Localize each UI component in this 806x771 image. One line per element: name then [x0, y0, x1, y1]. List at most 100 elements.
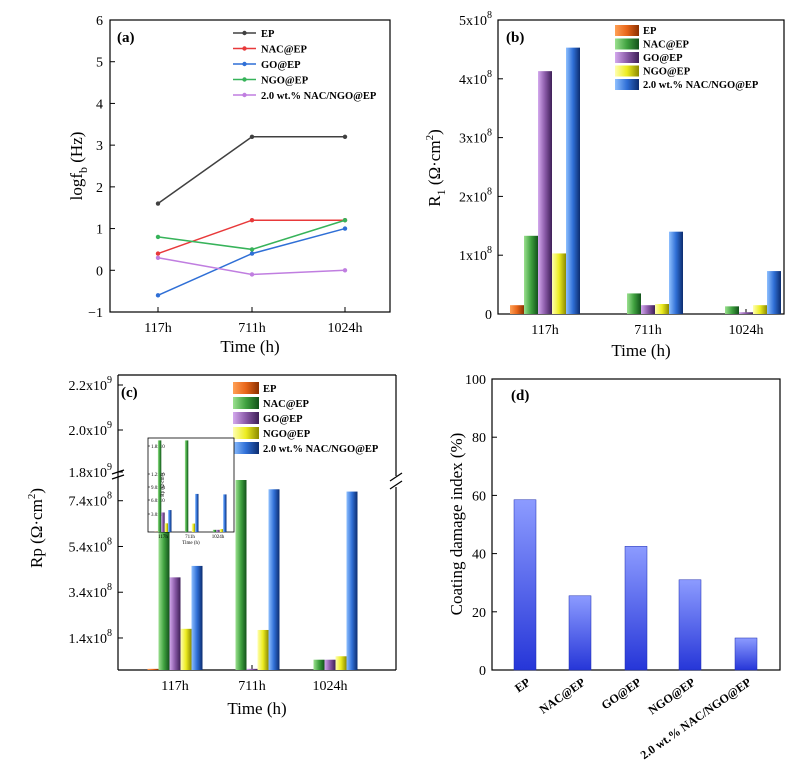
panel-b-ytick-label: 5x108: [459, 10, 492, 29]
panel-c-inset-bar: [223, 494, 227, 532]
panel-a-series-line: [157, 257, 346, 276]
panel-d-ytick-label: 80: [472, 431, 486, 446]
panel-a-ytick-label: 2: [96, 181, 103, 196]
panel-c-xlabel: Time (h): [227, 699, 286, 718]
panel-a-data-point: [155, 293, 161, 298]
panel-d-ytick-label: 20: [472, 606, 486, 621]
panel-c-inset-bar: [161, 512, 165, 532]
panel-a-ytick-label: −1: [88, 306, 103, 321]
panel-b-ytick-label: 2x108: [459, 186, 492, 205]
panel-d-xtick-label: NAC@EP: [537, 675, 588, 717]
panel-a-series-line: [157, 227, 346, 296]
panel-d-xtick-label: 2.0 wt.% NAC/NGO@EP: [638, 675, 754, 762]
panel-d-xtick-label: EP: [512, 675, 533, 695]
panel-a-frame: [109, 19, 391, 313]
panel-a-data-point: [342, 268, 348, 273]
panel-d-bar: [513, 499, 537, 671]
panel-b-legend-swatch: [615, 25, 639, 36]
panel-c-legend-swatch: [233, 442, 259, 454]
panel-c-bar: [169, 577, 181, 670]
panel-a-legend-marker: [242, 46, 247, 51]
panel-c-ytick-label: 3.4x108: [69, 582, 113, 601]
panel-a-legend-marker: [242, 77, 247, 82]
panel-a-legend-marker: [242, 30, 247, 36]
panel-a-series-line: [157, 219, 346, 251]
panel-c-inset-xtick-label: 117h: [158, 535, 168, 540]
panel-b-xtick-label: 117h: [531, 323, 558, 338]
panel-a-data-point: [155, 234, 161, 240]
panel-d-bar: [568, 595, 592, 671]
panel-d-ytick-label: 40: [472, 548, 486, 563]
panel-c-ytick-label: 7.4x108: [69, 491, 113, 510]
panel-b-bar: [725, 306, 739, 314]
panel-a-data-point: [249, 247, 255, 252]
panel-c-inset-bar: [219, 529, 224, 532]
panel-c-axis-break-mark: [111, 469, 403, 490]
panel-a-line-chart: (a) −1 0 1 2 3 4 5 6 117h 711h 1024h EP NAC@EP GO@EP N…: [67, 14, 391, 356]
panel-a-xtick-label: 1024h: [328, 321, 363, 336]
panel-a-legend-marker: [242, 92, 247, 98]
panel-c-legend-label: NAC@EP: [263, 399, 310, 410]
panel-a-ytick-label: 5: [96, 56, 103, 71]
panel-a-ytick-label: 0: [96, 264, 103, 279]
panel-b-bar: [669, 231, 683, 314]
panel-c-bar: [191, 565, 203, 670]
panel-b-ytick-label: 0: [485, 308, 492, 323]
panel-c-legend-swatch: [233, 427, 259, 439]
panel-b-bar: [524, 235, 538, 314]
panel-c-inset-bar: [164, 523, 169, 532]
panel-a-data-point: [155, 201, 161, 206]
panel-a-legend-label: GO@EP: [261, 60, 301, 71]
panel-c-inset-bar: [157, 440, 162, 532]
panel-b-legend-swatch: [615, 38, 639, 50]
panel-d-ytick-label: 0: [479, 664, 486, 679]
panel-b-xtick-label: 711h: [634, 323, 661, 338]
panel-c-bar: [268, 489, 280, 670]
panel-b-bar: [655, 304, 669, 314]
panel-b-legend-label: GO@EP: [643, 53, 683, 64]
panel-b-legend-label: NGO@EP: [643, 67, 691, 78]
panel-a-data-point: [342, 134, 348, 139]
panel-c-bar: [235, 480, 247, 670]
panel-c-legend-label: NGO@EP: [263, 429, 311, 440]
panel-b-bar: [767, 271, 781, 314]
panel-d-bar-chart: (d) 0 20 40 60 80 100 EP NAC@EP GO@EP NGO@EP2.0 w…: [447, 373, 781, 762]
panel-c-bar: [180, 628, 192, 670]
panel-b-legend-swatch: [615, 52, 639, 63]
panel-d-bar: [678, 579, 702, 671]
panel-a-data-point: [155, 251, 161, 256]
panel-c-bar: [246, 668, 258, 670]
panel-b-ytick-label: 4x108: [459, 69, 492, 88]
panel-c-inset-xtick-label: 1024h: [212, 535, 225, 540]
panel-c-inset-ylabel: Rp (Ω·cm²): [160, 473, 166, 497]
panel-c-ytick-label: 5.4x108: [69, 536, 113, 555]
panel-d-xtick-label: NGO@EP: [646, 675, 698, 717]
panel-a-xtick-label: 711h: [238, 321, 265, 336]
panel-c-inset-xlabel: Time (h): [182, 541, 200, 546]
panel-b-xtick-label: 1024h: [729, 323, 764, 338]
panel-d-ylabel: Coating damage index (%): [447, 433, 466, 616]
panel-c-ytick-label: 1.8x109: [69, 462, 113, 481]
panel-b-bar: [753, 305, 767, 314]
panel-c-inset-bar: [212, 529, 217, 532]
panel-c-inset-bar: [191, 523, 196, 532]
panel-a-legend-label: 2.0 wt.% NAC/NGO@EP: [261, 91, 377, 102]
panel-a-ytick-label: 3: [96, 139, 103, 154]
panel-a-ytick-label: 4: [96, 97, 103, 112]
panel-b-legend-swatch: [615, 65, 639, 77]
panel-b-ylabel: R1 (Ω·cm2): [424, 129, 448, 207]
panel-c-bar: [335, 656, 347, 670]
panel-b-label: (b): [506, 30, 524, 46]
panel-c-legend-swatch: [233, 397, 259, 409]
panel-c-label: (c): [121, 385, 138, 401]
panel-a-xlabel: Time (h): [220, 337, 279, 356]
panel-d-ytick-label: 60: [472, 489, 486, 504]
panel-a-series-line: [157, 136, 345, 205]
panel-a-legend-label: EP: [261, 29, 275, 40]
panel-c-inset-bar: [168, 510, 172, 532]
panel-b-xlabel: Time (h): [611, 341, 670, 360]
panel-a-ylabel: logfb (Hz): [67, 132, 90, 201]
panel-b-bar: [739, 312, 753, 314]
panel-c-legend-label: EP: [263, 384, 277, 395]
panel-b-bar: [566, 47, 580, 315]
